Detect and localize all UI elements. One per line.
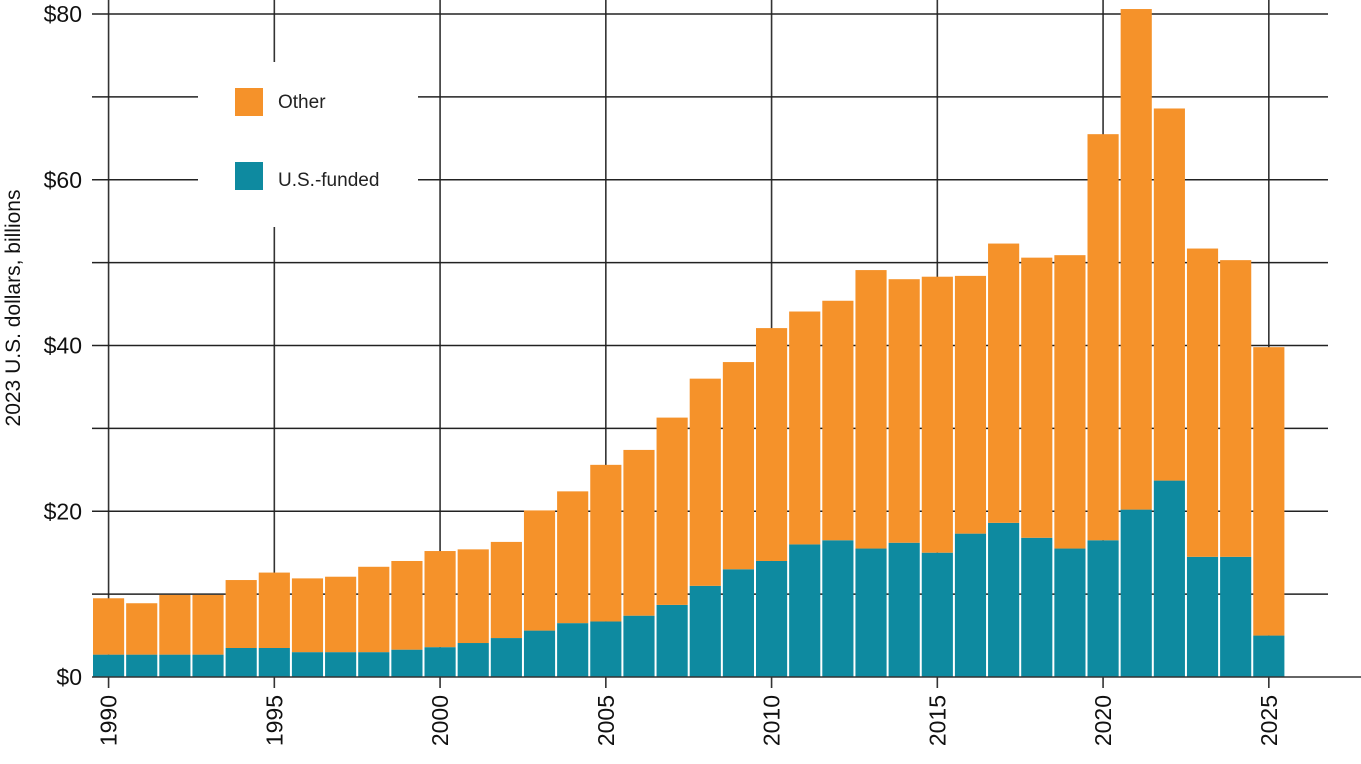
bar-us-funded-1998 [358,652,390,677]
bar-other-2003 [523,510,556,631]
bar-other-2000 [424,551,456,648]
bar-other-2025 [1253,347,1285,636]
bar-us-funded-2009 [722,569,754,677]
legend-swatch-us-funded [235,162,263,190]
bar-us-funded-1990 [93,654,125,677]
bar-us-funded-1995 [258,647,290,677]
bar-us-funded-2010 [756,560,788,677]
legend-label-other: Other [278,92,326,113]
bar-us-funded-2011 [789,544,821,677]
axis-layer: $0 $20 $40 $60 $80 1990 1995 2000 2005 2010 2015 20… [44,1,1361,746]
legend: Other U.S.-funded [198,62,418,227]
x-tick-label-2025: 2025 [1256,695,1282,746]
bar-other-2011 [789,311,821,545]
bar-us-funded-2018 [1021,537,1053,677]
bar-us-funded-2001 [457,643,489,677]
x-tick-label-1995: 1995 [261,695,287,746]
legend-swatch-other [235,88,263,116]
legend-label-us-funded: U.S.-funded [278,170,379,191]
bar-other-1999 [391,560,423,650]
bar-other-1993 [192,594,224,655]
bar-other-2001 [457,549,489,644]
bar-us-funded-2016 [954,533,987,677]
bar-us-funded-2015 [921,552,953,677]
y-tick-label-20: $20 [44,498,82,524]
bar-us-funded-2007 [656,604,688,677]
bar-us-funded-2005 [590,621,622,677]
legend-background [198,62,418,227]
bar-us-funded-2013 [855,548,887,677]
bar-us-funded-2020 [1087,540,1119,677]
bar-us-funded-2000 [424,647,456,677]
bar-other-2012 [822,300,854,541]
y-tick-label-60: $60 [44,167,82,193]
x-tick-label-2000: 2000 [427,695,453,746]
bar-us-funded-1993 [192,654,224,677]
bar-other-2008 [689,378,721,586]
bar-us-funded-2004 [557,623,589,677]
bar-other-2006 [623,449,655,616]
bar-us-funded-2017 [988,522,1020,677]
bar-other-1995 [258,572,290,648]
bar-us-funded-1996 [291,652,324,677]
bar-other-1990 [93,598,125,655]
bar-us-funded-2012 [822,540,854,677]
bar-us-funded-2002 [490,638,522,677]
bar-other-2024 [1220,260,1252,557]
bar-layer [93,9,1285,677]
bar-us-funded-2014 [888,542,920,677]
bar-us-funded-2008 [689,585,721,677]
bar-us-funded-1999 [391,649,423,677]
bar-us-funded-2022 [1153,480,1185,677]
bar-other-2002 [490,541,522,639]
bar-us-funded-2024 [1220,556,1252,677]
bar-other-2020 [1087,134,1119,541]
x-tick-label-1990: 1990 [96,695,122,746]
bar-other-2007 [656,417,688,605]
bar-other-1991 [126,603,158,655]
y-tick-label-0: $0 [56,664,82,690]
bar-other-2013 [855,270,887,549]
bar-other-2017 [988,243,1020,523]
bar-other-1994 [225,580,257,648]
bar-other-2018 [1021,257,1053,538]
bar-other-2009 [722,362,754,570]
bar-us-funded-2025 [1253,635,1285,677]
bar-us-funded-2003 [523,630,556,677]
bar-other-2015 [921,276,953,553]
bar-us-funded-2021 [1120,509,1152,677]
bar-other-1992 [159,594,191,655]
x-tick-label-2005: 2005 [593,695,619,746]
bar-other-2023 [1186,248,1219,557]
y-axis-title: 2023 U.S. dollars, billions [2,190,25,427]
bar-other-2022 [1153,108,1185,481]
bar-us-funded-2023 [1186,556,1219,677]
y-tick-label-40: $40 [44,333,82,359]
x-tick-label-2020: 2020 [1090,695,1116,746]
bar-other-2021 [1120,9,1152,510]
x-tick-label-2015: 2015 [924,695,950,746]
bar-other-2004 [557,491,589,624]
bar-us-funded-2019 [1054,548,1086,677]
bar-other-1996 [291,578,324,653]
bar-other-2016 [954,275,987,534]
bar-us-funded-1992 [159,654,191,677]
y-tick-label-80: $80 [44,1,82,27]
bar-us-funded-1997 [325,652,357,677]
bar-other-2019 [1054,255,1086,549]
bar-us-funded-2006 [623,615,655,677]
x-tick-label-2010: 2010 [759,695,785,746]
bar-other-1998 [358,566,390,653]
bar-other-2010 [756,328,788,561]
bar-other-2005 [590,464,622,622]
bar-us-funded-1994 [225,647,257,677]
bar-other-2014 [888,279,920,543]
bar-us-funded-1991 [126,654,158,677]
bar-other-1997 [325,576,357,653]
